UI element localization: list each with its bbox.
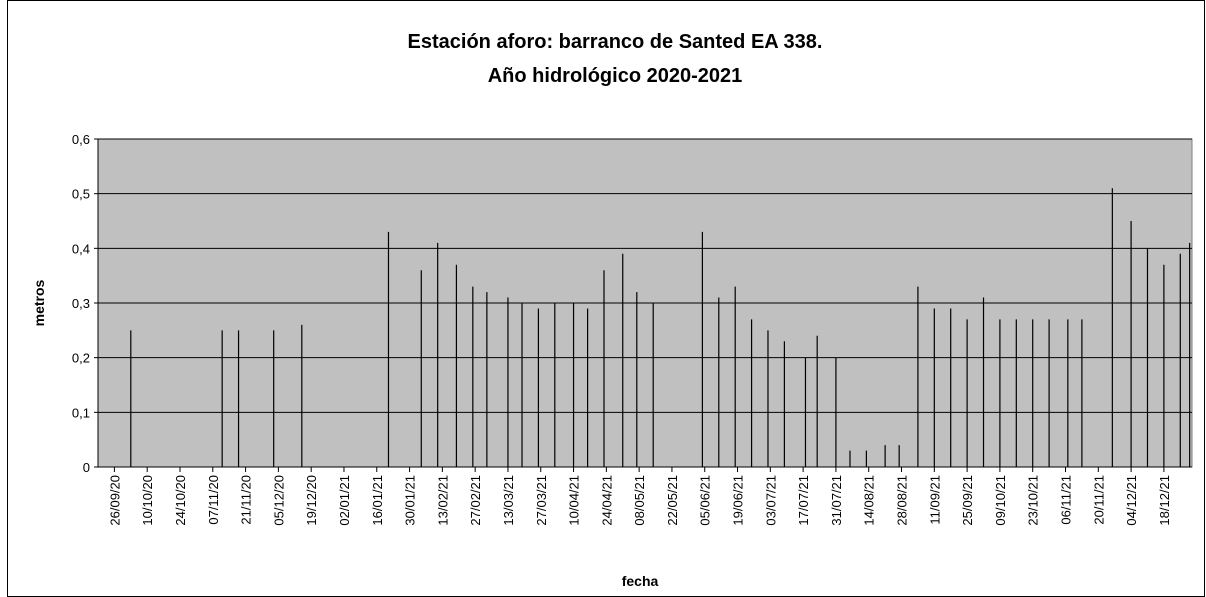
x-tick-label: 24/10/20 — [173, 475, 188, 526]
x-tick-label: 28/08/21 — [895, 475, 910, 526]
x-tick-label: 24/04/21 — [599, 475, 614, 526]
x-tick-label: 05/06/21 — [698, 475, 713, 526]
y-tick-label: 0,3 — [72, 296, 90, 311]
x-tick-label: 27/02/21 — [468, 475, 483, 526]
x-tick-label: 06/11/21 — [1058, 475, 1073, 525]
x-axis-title: fecha — [622, 573, 659, 589]
x-tick-label: 09/10/21 — [993, 475, 1008, 526]
x-tick-label: 16/01/21 — [370, 475, 385, 526]
x-tick-label: 25/09/21 — [960, 475, 975, 526]
x-tick-label: 11/09/21 — [927, 475, 942, 525]
x-tick-label: 14/08/21 — [862, 475, 877, 526]
y-tick-label: 0,5 — [72, 187, 90, 202]
y-tick-label: 0,2 — [72, 351, 90, 366]
chart-subtitle: Año hidrológico 2020-2021 — [488, 65, 743, 87]
y-tick-label: 0,1 — [72, 405, 90, 420]
x-tick-label: 19/06/21 — [731, 475, 746, 526]
x-tick-label: 13/02/21 — [435, 475, 450, 526]
x-tick-label: 13/03/21 — [501, 475, 516, 526]
x-tick-label: 31/07/21 — [829, 475, 844, 526]
x-tick-label: 02/01/21 — [337, 475, 352, 526]
x-tick-label: 21/11/20 — [239, 475, 254, 525]
y-tick-label: 0,6 — [72, 132, 90, 147]
x-tick-label: 08/05/21 — [632, 475, 647, 526]
x-tick-label: 10/10/20 — [140, 475, 155, 526]
x-tick-label: 19/12/20 — [304, 475, 319, 526]
x-tick-label: 07/11/20 — [206, 475, 221, 525]
x-tick-label: 30/01/21 — [403, 475, 418, 526]
x-tick-label: 17/07/21 — [796, 475, 811, 526]
x-tick-label: 10/04/21 — [567, 475, 582, 526]
y-axis-title: metros — [31, 279, 47, 326]
y-tick-label: 0,4 — [72, 241, 90, 256]
y-tick-label: 0 — [83, 460, 90, 475]
x-tick-label: 27/03/21 — [534, 475, 549, 526]
x-tick-label: 22/05/21 — [665, 475, 680, 526]
x-tick-label: 04/12/21 — [1124, 475, 1139, 526]
x-tick-label: 05/12/20 — [271, 475, 286, 526]
x-tick-label: 18/12/21 — [1157, 475, 1172, 526]
x-tick-label: 26/09/20 — [107, 475, 122, 526]
x-tick-label: 03/07/21 — [763, 475, 778, 526]
x-tick-label: 23/10/21 — [1026, 475, 1041, 526]
x-tick-label: 20/11/21 — [1091, 475, 1106, 525]
chart-title: Estación aforo: barranco de Santed EA 33… — [408, 31, 823, 53]
